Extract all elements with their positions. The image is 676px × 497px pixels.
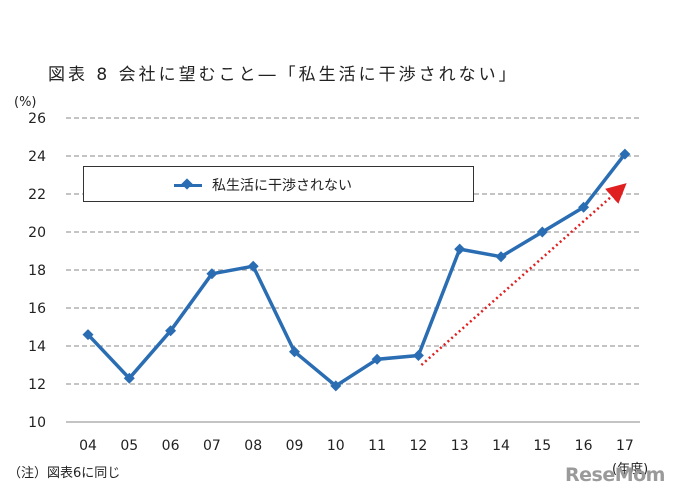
data-point — [371, 353, 383, 365]
series-line — [86, 153, 627, 388]
x-tick-label: 17 — [616, 438, 634, 454]
legend-diamond-marker — [181, 178, 193, 190]
data-point — [165, 325, 177, 337]
x-tick-label: 07 — [203, 438, 221, 454]
gridlines — [66, 117, 640, 423]
y-axis-ticks: 10 12 14 16 18 20 22 24 26 — [28, 111, 46, 431]
y-tick-label: 14 — [28, 339, 46, 355]
data-point — [578, 201, 590, 213]
legend-label: 私生活に干渉されない — [212, 178, 352, 194]
data-point — [495, 251, 507, 263]
chart-title: 図表 8 会社に望むこと―「私生活に干渉されない」 — [48, 65, 519, 85]
data-point — [123, 372, 135, 384]
watermark-logo: ReseMom — [565, 464, 665, 486]
x-tick-label: 08 — [244, 438, 262, 454]
x-axis-unit: (年度) — [612, 462, 649, 477]
x-tick-label: 13 — [451, 438, 469, 454]
y-tick-label: 24 — [28, 149, 46, 165]
data-point — [247, 260, 259, 272]
x-tick-label: 06 — [162, 438, 180, 454]
x-tick-label: 14 — [492, 438, 510, 454]
data-point — [289, 346, 300, 358]
y-tick-label: 10 — [28, 415, 46, 431]
y-tick-label: 26 — [28, 111, 46, 127]
x-tick-label: 16 — [575, 438, 593, 454]
data-point — [82, 329, 94, 341]
data-point — [454, 243, 466, 255]
data-point — [619, 148, 631, 160]
data-point — [536, 226, 548, 238]
x-tick-label: 11 — [368, 438, 386, 454]
y-tick-label: 12 — [28, 377, 46, 393]
footnote: （注）図表6に同じ — [8, 466, 121, 481]
y-axis-unit: (%) — [14, 95, 37, 110]
x-tick-label: 15 — [533, 438, 551, 454]
x-tick-label: 05 — [120, 438, 138, 454]
y-tick-label: 20 — [28, 225, 46, 241]
x-tick-label: 10 — [327, 438, 345, 454]
series-group — [82, 148, 631, 392]
data-point — [412, 350, 424, 361]
x-tick-label: 09 — [286, 438, 304, 454]
trend-arrow — [420, 183, 627, 366]
data-point — [330, 380, 342, 392]
data-point — [206, 268, 218, 280]
trend-arrow-group — [420, 183, 627, 366]
y-tick-label: 22 — [28, 187, 46, 203]
y-tick-label: 16 — [28, 301, 46, 317]
x-axis-ticks: 04 05 06 07 08 09 10 11 12 13 14 15 16 17 — [79, 438, 634, 454]
y-tick-label: 18 — [28, 263, 46, 279]
legend: 私生活に干渉されない — [83, 166, 474, 202]
x-tick-label: 04 — [79, 438, 97, 454]
x-tick-label: 12 — [409, 438, 427, 454]
